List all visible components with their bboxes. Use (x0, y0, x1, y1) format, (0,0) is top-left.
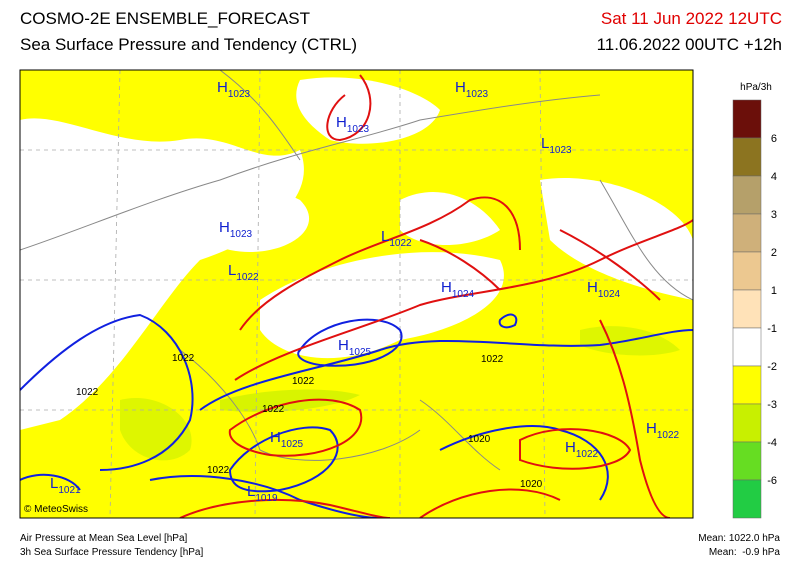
center-value: 1024 (452, 289, 475, 300)
center-value: 1025 (349, 347, 372, 358)
pressure-center: H1022 (646, 420, 680, 441)
center-letter: H (565, 439, 576, 456)
pressure-center: L1022 (228, 262, 259, 283)
legend-label: -6 (767, 475, 777, 487)
legend-label: -3 (767, 399, 777, 411)
center-value: 1025 (281, 439, 304, 450)
pressure-center: H1024 (441, 279, 475, 300)
center-letter: L (50, 475, 58, 492)
pressure-center: H1022 (565, 439, 599, 460)
run-time: 11.06.2022 00UTC +12h (597, 35, 782, 54)
center-letter: H (646, 420, 657, 437)
legend-label: -2 (767, 361, 777, 373)
center-letter: L (247, 483, 255, 500)
legend-unit: hPa/3h (740, 82, 772, 93)
pressure-center: L1019 (247, 483, 278, 504)
color-box (732, 479, 762, 519)
legend-label: -1 (767, 323, 777, 335)
color-box (732, 289, 762, 329)
footer-right: Mean: 1022.0 hPa (698, 533, 780, 544)
subtitle: Sea Surface Pressure and Tendency (CTRL) (20, 35, 357, 54)
legend-label: -4 (767, 437, 777, 449)
legend-label: 6 (771, 133, 777, 145)
footer-left: 3h Sea Surface Pressure Tendency [hPa] (20, 547, 203, 558)
center-letter: H (455, 79, 466, 96)
center-value: 1022 (236, 272, 259, 283)
pressure-center: L1022 (381, 228, 412, 249)
center-letter: H (217, 79, 228, 96)
center-value: 1023 (230, 229, 253, 240)
isobar-label: 1022 (292, 376, 315, 387)
color-box (732, 175, 762, 215)
color-box (732, 213, 762, 253)
center-value: 1023 (466, 89, 489, 100)
center-letter: H (338, 337, 349, 354)
color-box (732, 137, 762, 177)
isobar-label: 1022 (207, 465, 230, 476)
center-value: 1023 (549, 145, 572, 156)
credit: © MeteoSwiss (24, 504, 88, 515)
pressure-center: H1025 (270, 429, 304, 450)
isobar-label: 1022 (172, 353, 195, 364)
pressure-center: H1023 (217, 79, 251, 100)
legend-label: 2 (771, 247, 777, 259)
center-value: 1019 (255, 493, 278, 504)
pressure-center: L1021 (50, 475, 81, 496)
isobar-label: 1020 (520, 479, 543, 490)
isobar-label: 1022 (262, 404, 285, 415)
isobar-label: 1022 (76, 387, 99, 398)
isobar-label: 1020 (468, 434, 491, 445)
isobar-label: 1022 (481, 354, 504, 365)
center-value: 1022 (657, 430, 680, 441)
title: COSMO-2E ENSEMBLE_FORECAST (20, 9, 310, 28)
legend-label: 3 (771, 209, 777, 221)
footer-right: Mean: -0.9 hPa (709, 547, 781, 558)
center-value: 1022 (389, 238, 412, 249)
center-value: 1023 (228, 89, 251, 100)
center-letter: H (336, 114, 347, 131)
footer-left: Air Pressure at Mean Sea Level [hPa] (20, 533, 188, 544)
pressure-center: H1023 (455, 79, 489, 100)
center-letter: H (270, 429, 281, 446)
legend-label: 4 (771, 171, 777, 183)
center-letter: H (587, 279, 598, 296)
center-letter: L (541, 135, 549, 152)
center-letter: H (441, 279, 452, 296)
color-box (732, 99, 762, 139)
color-box (732, 403, 762, 443)
color-box (732, 251, 762, 291)
pressure-center: H1025 (338, 337, 372, 358)
center-letter: H (219, 219, 230, 236)
legend: hPa/3h 6 4 3 2 1 -1 -2 -3 -4 -6 (732, 82, 777, 519)
valid-time: Sat 11 Jun 2022 12UTC (601, 9, 782, 28)
pressure-center: H1023 (219, 219, 253, 240)
color-box (732, 365, 762, 405)
pressure-center: L1023 (541, 135, 572, 156)
color-box (732, 327, 762, 367)
pressure-center: H1024 (587, 279, 621, 300)
center-letter: L (381, 228, 389, 245)
center-value: 1021 (58, 485, 81, 496)
color-box (732, 441, 762, 481)
center-value: 1024 (598, 289, 621, 300)
center-value: 1022 (576, 449, 599, 460)
legend-label: 1 (771, 285, 777, 297)
center-letter: L (228, 262, 236, 279)
pressure-center: H1023 (336, 114, 370, 135)
center-value: 1023 (347, 124, 370, 135)
